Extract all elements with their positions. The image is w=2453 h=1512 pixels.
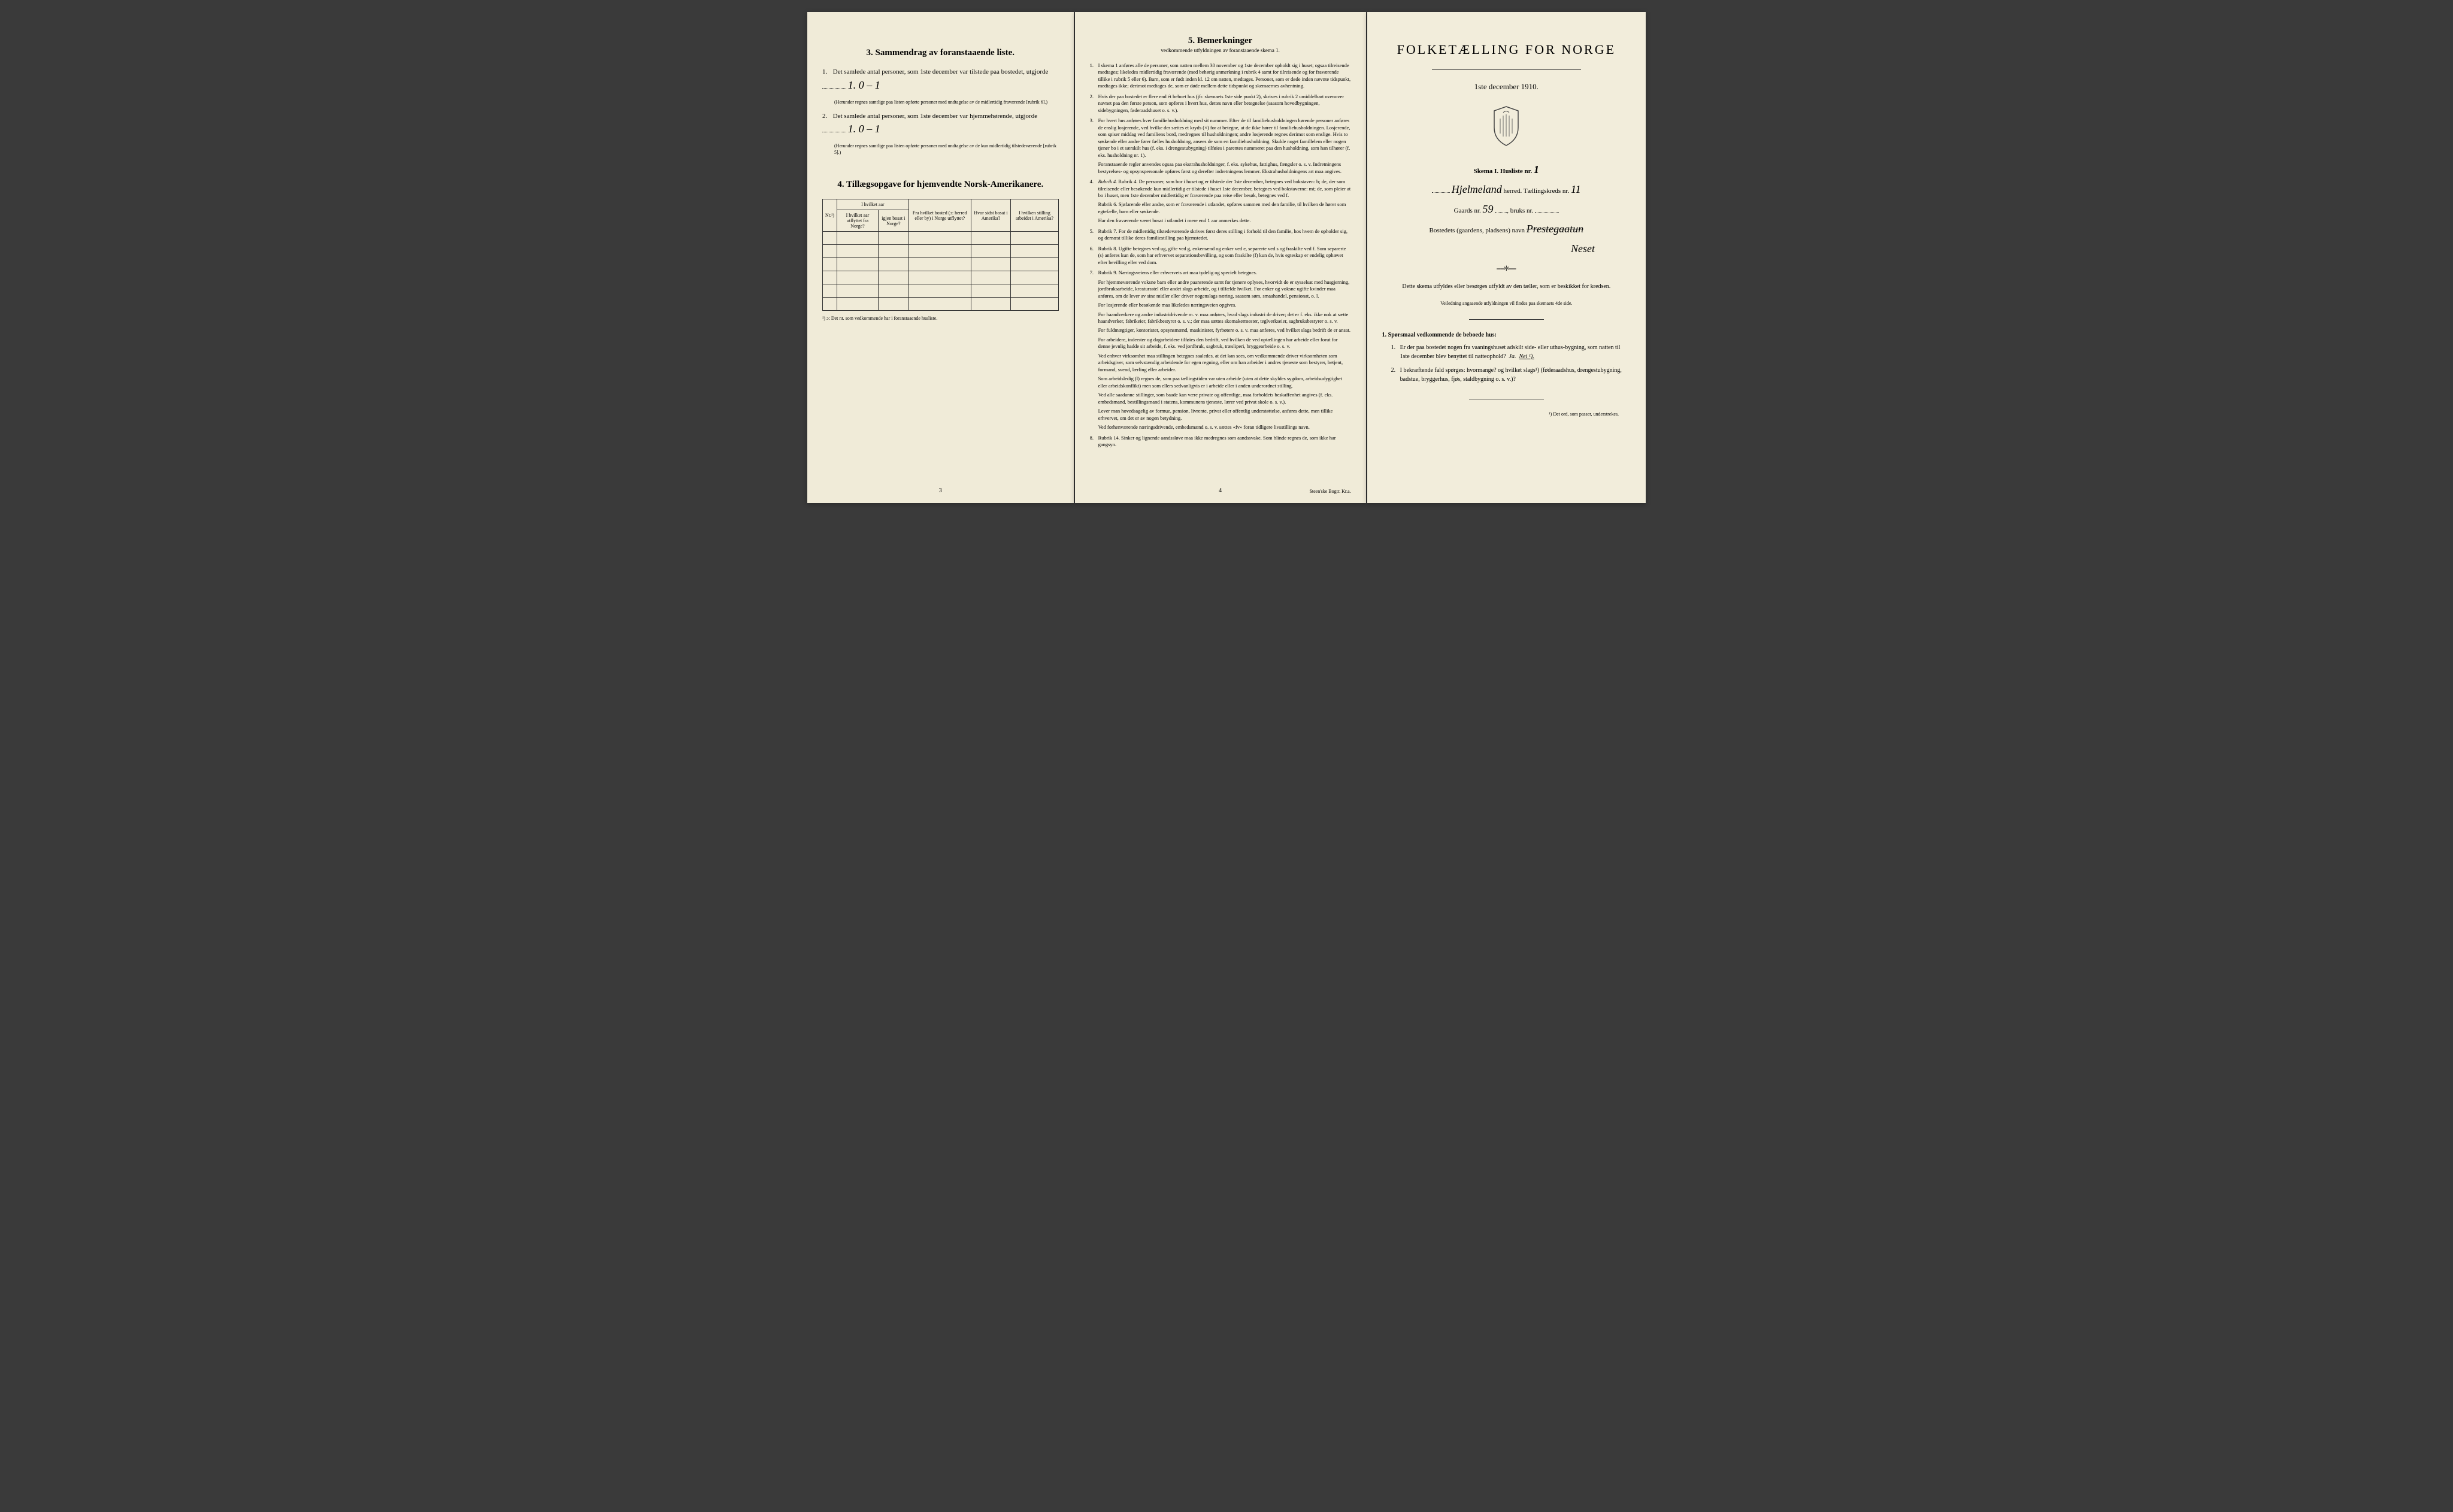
right-footnote: ¹) Det ord, som passer, understrekes. xyxy=(1382,411,1631,417)
americans-table: Nr.¹) I hvilket aar Fra hvilket bosted (… xyxy=(822,199,1059,311)
th-position: I hvilken stilling arbeidet i Amerika? xyxy=(1011,199,1058,232)
fill-instruction: Dette skema utfyldes eller besørges utfy… xyxy=(1382,282,1631,291)
q-heading: 1. Spørsmaal vedkommende de beboede hus: xyxy=(1382,332,1631,338)
question-1: 1. Er der paa bostedet nogen fra vaaning… xyxy=(1391,343,1631,361)
item2-text: Det samlede antal personer, som 1ste dec… xyxy=(833,113,1037,120)
herred-name: Hjelmeland xyxy=(1452,183,1502,195)
table-row xyxy=(823,271,1059,284)
crest-icon xyxy=(1488,104,1524,149)
printer-mark: Steen'ske Bogtr. Kr.a. xyxy=(1309,489,1350,494)
skema-line: Skema I. Husliste nr. 1 xyxy=(1382,163,1631,176)
gaards-line: Gaards nr. 59 , bruks nr. xyxy=(1382,203,1631,216)
remark-1: 1.I skema 1 anføres alle de personer, so… xyxy=(1090,62,1351,90)
census-title: FOLKETÆLLING FOR NORGE xyxy=(1382,42,1631,57)
herred-line: Hjelmeland herred. Tællingskreds nr. 11 xyxy=(1382,183,1631,196)
page-number-3: 3 xyxy=(939,487,942,494)
page-number-4: 4 xyxy=(1219,487,1222,494)
census-date: 1ste december 1910. xyxy=(1382,82,1631,92)
page-cover: FOLKETÆLLING FOR NORGE 1ste december 191… xyxy=(1367,12,1646,503)
table-row xyxy=(823,258,1059,271)
remark-5: 5.Rubrik 7. For de midlertidig tilstedev… xyxy=(1090,228,1351,242)
census-document: 3. Sammendrag av foranstaaende liste. 1.… xyxy=(807,12,1646,503)
table-footnote: ¹) ɔ: Det nr. som vedkommende har i fora… xyxy=(822,316,1059,321)
summary-item-2: 2. Det samlede antal personer, som 1ste … xyxy=(822,111,1059,138)
bosted-struck: Prestegaatun xyxy=(1527,223,1583,235)
item2-handwritten: 1. 0 – 1 xyxy=(848,123,880,135)
table-body xyxy=(823,232,1059,311)
remark-6: 6.Rubrik 8. Ugifte betegnes ved ug, gift… xyxy=(1090,246,1351,266)
fill-sub-instruction: Veiledning angaaende utfyldningen vil fi… xyxy=(1382,300,1631,307)
table-row xyxy=(823,284,1059,298)
remark-3: 3.For hvert hus anføres hver familiehush… xyxy=(1090,117,1351,175)
coat-of-arms xyxy=(1382,104,1631,151)
question-2: 2. I bekræftende fald spørges: hvormange… xyxy=(1391,366,1631,384)
section-3-title: 3. Sammendrag av foranstaaende liste. xyxy=(822,48,1059,58)
page-4: 5. Bemerkninger vedkommende utfyldningen… xyxy=(1075,12,1366,503)
table-row xyxy=(823,298,1059,311)
th-year-group: I hvilket aar xyxy=(837,199,909,210)
section-4-title: 4. Tillægsopgave for hjemvendte Norsk-Am… xyxy=(822,180,1059,190)
item1-handwritten: 1. 0 – 1 xyxy=(848,79,880,91)
summary-item-1: 1. Det samlede antal personer, som 1ste … xyxy=(822,67,1059,93)
th-emigrated: I hvilket aar utflyttet fra Norge? xyxy=(837,210,879,232)
remark-2: 2.Hvis der paa bostedet er flere end ét … xyxy=(1090,93,1351,114)
husliste-nr: 1 xyxy=(1534,163,1539,175)
remark-4: 4.Rubrik 4. Rubrik 4. De personer, som b… xyxy=(1090,178,1351,225)
item1-text: Det samlede antal personer, som 1ste dec… xyxy=(833,68,1049,75)
section-5-subtitle: vedkommende utfyldningen av foranstaaend… xyxy=(1090,47,1351,53)
th-from: Fra hvilket bosted (ɔ: herred eller by) … xyxy=(908,199,971,232)
remark-7: 7.Rubrik 9. Næringsveiens eller erhverve… xyxy=(1090,269,1351,431)
bosted-line-2: Neset xyxy=(1382,243,1631,255)
bosted-line: Bostedets (gaardens, pladsens) navn Pres… xyxy=(1382,223,1631,235)
kreds-nr: 11 xyxy=(1571,183,1581,195)
remarks-list: 1.I skema 1 anføres alle de personer, so… xyxy=(1090,62,1351,449)
divider-ornament: ⎯⎯✻⎯⎯ xyxy=(1382,264,1631,273)
answer-ja: Ja. xyxy=(1509,353,1516,360)
item1-fine-print: (Herunder regnes samtlige paa listen opf… xyxy=(834,99,1059,105)
questions-section: 1. Spørsmaal vedkommende de beboede hus:… xyxy=(1382,332,1631,384)
page-3: 3. Sammendrag av foranstaaende liste. 1.… xyxy=(807,12,1074,503)
bosted-name: Neset xyxy=(1571,243,1595,254)
gaards-nr: 59 xyxy=(1483,203,1494,215)
section-5-title: 5. Bemerkninger xyxy=(1090,36,1351,46)
remark-8: 8.Rubrik 14. Sinker og lignende aandsslø… xyxy=(1090,435,1351,449)
th-where: Hvor sidst bosat i Amerika? xyxy=(971,199,1010,232)
table-row xyxy=(823,232,1059,245)
answer-nei: Nei ¹). xyxy=(1519,353,1534,360)
th-returned: igjen bosat i Norge? xyxy=(878,210,908,232)
table-row xyxy=(823,245,1059,258)
item2-fine-print: (Herunder regnes samtlige paa listen opf… xyxy=(834,143,1059,156)
th-nr: Nr.¹) xyxy=(823,199,837,232)
